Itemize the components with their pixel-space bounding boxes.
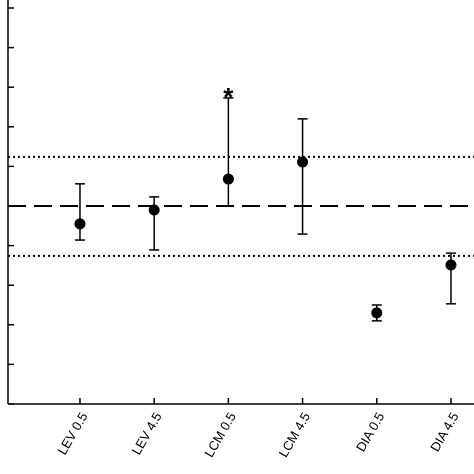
point <box>222 173 234 185</box>
x-tick-label: LEV 4.5 <box>129 410 165 458</box>
point <box>297 156 309 168</box>
annotation: * <box>223 82 234 112</box>
point <box>74 218 86 230</box>
point <box>445 259 457 271</box>
x-tick-label: LCM 4.5 <box>276 410 314 460</box>
point <box>148 204 160 216</box>
x-tick-label: DIA 4.5 <box>427 410 461 454</box>
x-tick-label: LEV 0.5 <box>54 410 90 458</box>
x-tick-label: LCM 0.5 <box>201 410 239 460</box>
point <box>371 307 383 319</box>
x-tick-label: DIA 0.5 <box>353 410 387 454</box>
